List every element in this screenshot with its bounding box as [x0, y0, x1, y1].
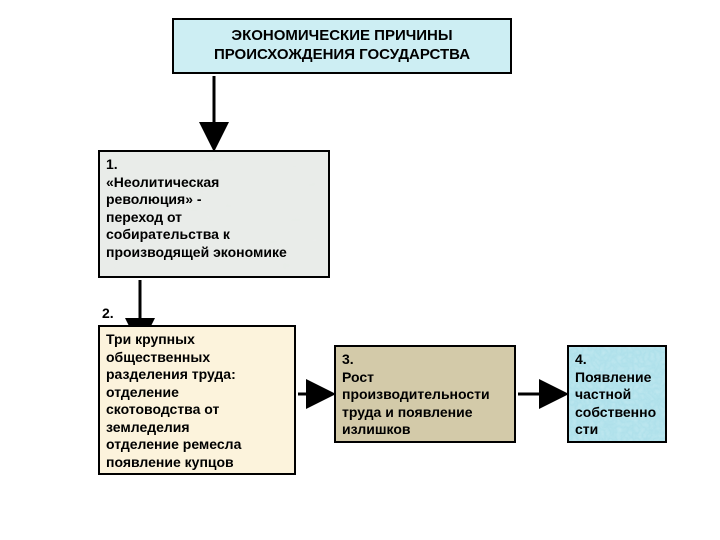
title-line1: ЭКОНОМИЧЕСКИЕ ПРИЧИНЫ	[231, 27, 452, 44]
node-4-number: 4.	[575, 351, 587, 367]
node-1-text: «Неолитическаяреволюция» -переход отсоби…	[106, 174, 287, 260]
node-2-text: Три крупныхобщественных разделения труда…	[106, 331, 241, 470]
node-3-number: 3.	[342, 351, 354, 367]
node-4: 4. Появлениечастнойсобственности	[567, 345, 667, 443]
title-line2: ПРОИСХОЖДЕНИЯ ГОСУДАРСТВА	[214, 46, 470, 63]
node-1: 1. «Неолитическаяреволюция» -переход отс…	[98, 150, 330, 278]
node-2-number: 2.	[102, 305, 114, 323]
node-2: Три крупныхобщественных разделения труда…	[98, 325, 296, 475]
node-4-text: Появлениечастнойсобственности	[575, 369, 656, 438]
node-3: 3. Ростпроизводительноститруда и появлен…	[334, 345, 516, 443]
node-1-number: 1.	[106, 156, 118, 172]
title-box: ЭКОНОМИЧЕСКИЕ ПРИЧИНЫ ПРОИСХОЖДЕНИЯ ГОСУ…	[172, 18, 512, 74]
node-3-text: Ростпроизводительноститруда и появлениеи…	[342, 369, 490, 438]
